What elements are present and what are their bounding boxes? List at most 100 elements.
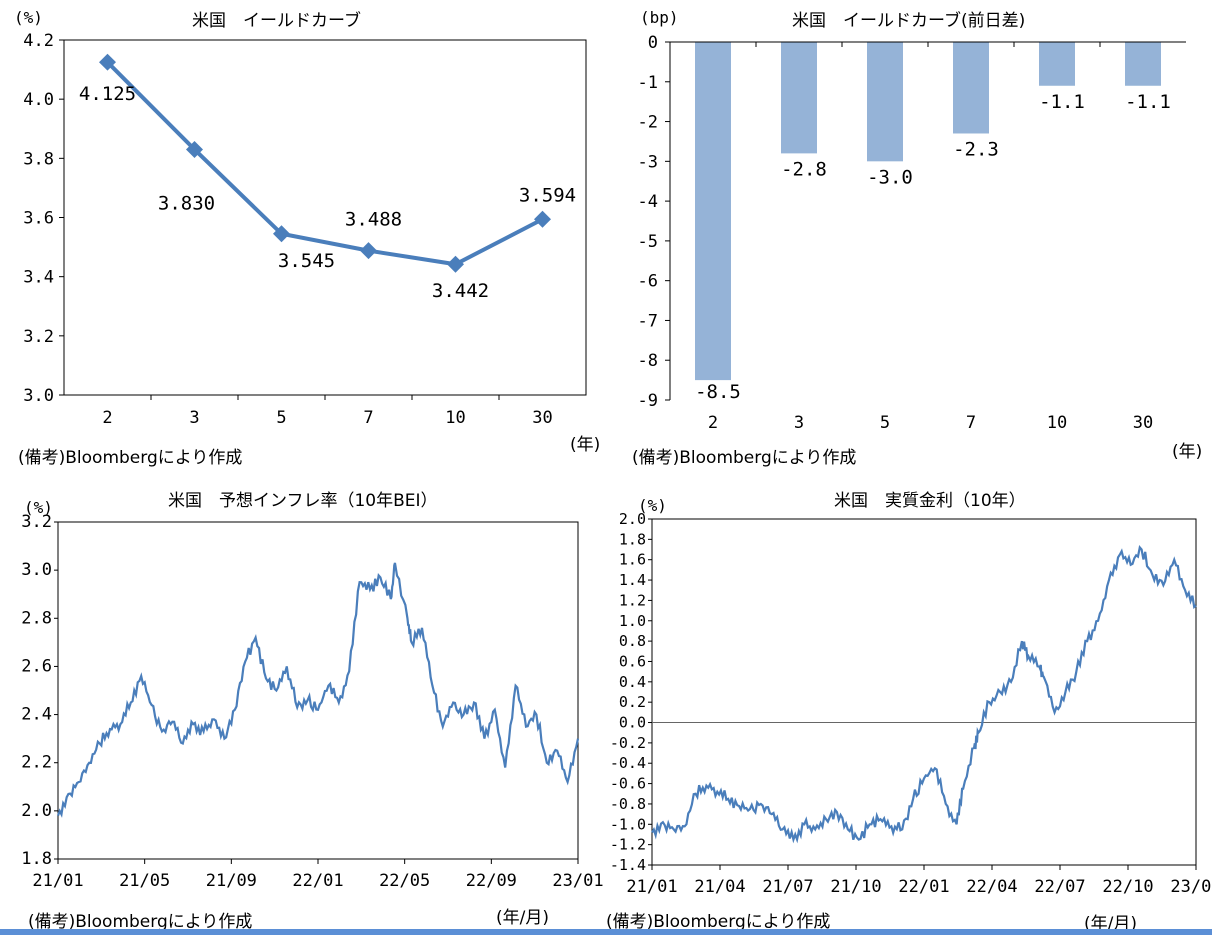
y-tick-label: -5 <box>638 232 658 252</box>
data-label: -1.1 <box>1125 91 1171 113</box>
x-tick-label: 22/04 <box>966 877 1017 897</box>
y-tick-label: -0.6 <box>610 775 646 793</box>
data-point-marker <box>273 225 290 243</box>
data-point-marker <box>99 53 116 71</box>
x-tick-label: 21/05 <box>119 871 170 891</box>
y-tick-label: -3 <box>638 152 658 172</box>
y-tick-label: 1.4 <box>619 571 646 589</box>
x-unit-label: (年) <box>570 435 601 455</box>
y-tick-label: -7 <box>638 311 658 331</box>
x-tick-label: 22/09 <box>466 871 517 891</box>
y-tick-label: -0.8 <box>610 795 646 813</box>
y-tick-label: -1.2 <box>610 836 646 854</box>
x-tick-label: 21/01 <box>32 871 83 891</box>
y-unit-label: (%) <box>638 496 667 515</box>
bar <box>781 42 817 154</box>
y-tick-label: -1 <box>638 73 658 93</box>
x-tick-label: 21/07 <box>762 877 813 897</box>
x-tick-label: 3 <box>189 408 199 428</box>
x-tick-label: 23/01 <box>1170 877 1212 897</box>
chart-title: 米国 イールドカーブ <box>192 11 361 31</box>
panel-real-rate: 米国 実質金利（10年） (%) -1.4 -1.2 -1.0 -0.8 -0.6 -0.… <box>606 478 1212 934</box>
x-tick-label: 7 <box>363 408 373 428</box>
data-label: 3.830 <box>158 192 215 214</box>
x-tick-label: 30 <box>1133 413 1153 433</box>
y-tick-label: 0 <box>648 33 658 53</box>
data-point-marker <box>360 242 377 260</box>
source-note: (備考)Bloombergにより作成 <box>28 912 253 932</box>
y-tick-label: 1.6 <box>619 551 646 569</box>
y-tick-label: -0.4 <box>610 754 646 772</box>
bar <box>867 42 903 162</box>
yield-curve-chart: 3.0 3.2 3.4 3.6 3.8 4.0 4.2 2 3 5 7 10 30 4.125 3.830 3… <box>23 31 587 428</box>
y-tick-label: 0.6 <box>619 652 646 670</box>
x-tick-label: 21/04 <box>694 877 745 897</box>
x-unit-label: (年) <box>1172 442 1203 462</box>
y-tick-label: 4.2 <box>23 31 54 51</box>
y-tick-label: -1.0 <box>610 815 646 833</box>
x-tick-label: 30 <box>532 408 552 428</box>
chart-title: 米国 予想インフレ率（10年BEI） <box>168 491 438 511</box>
panel-yield-curve-change: 米国 イールドカーブ(前日差) (bp) -8.5 2 -2.8 3 -3.0 5 -2.3… <box>606 0 1212 470</box>
plot-frame <box>63 39 587 396</box>
y-tick-label: -0.2 <box>610 734 646 752</box>
x-tick-label: 2 <box>102 408 112 428</box>
x-tick-label: 7 <box>966 413 976 433</box>
bar <box>1125 42 1161 86</box>
panel-yield-curve: 米国 イールドカーブ (%) 3.0 3.2 3.4 3.6 3.8 4.0 4.2 2 3 5 7… <box>0 0 606 470</box>
x-tick-label: 21/10 <box>830 877 881 897</box>
data-label: -8.5 <box>695 381 741 403</box>
y-tick-label: -6 <box>638 272 658 292</box>
yield-change-chart: -8.5 2 -2.8 3 -3.0 5 -2.3 7 -1.1 10 -1.1 30 0 -1 -2 -3 -… <box>638 33 1186 433</box>
y-tick-label: 2.4 <box>21 705 52 725</box>
y-unit-label: (%) <box>14 8 43 27</box>
data-label: 3.488 <box>345 209 402 231</box>
y-tick-label: 2.0 <box>619 510 646 528</box>
y-tick-label: 2.6 <box>21 656 52 676</box>
y-tick-label: 1.8 <box>21 849 52 869</box>
x-tick-label: 22/10 <box>1102 877 1153 897</box>
data-label: -1.1 <box>1039 91 1085 113</box>
x-tick-label: 21/09 <box>206 871 257 891</box>
series-line <box>56 562 580 818</box>
y-tick-label: -9 <box>638 391 658 411</box>
y-tick-label: 3.0 <box>23 386 54 406</box>
x-tick-label: 23/01 <box>552 871 603 891</box>
data-label: -2.8 <box>781 158 827 180</box>
data-label: 3.545 <box>278 250 335 272</box>
bar <box>953 42 989 134</box>
bar <box>1039 42 1075 86</box>
y-tick-label: 1.2 <box>619 591 646 609</box>
y-tick-label: 0.4 <box>619 673 646 691</box>
y-tick-label: 1.0 <box>619 612 646 630</box>
y-tick-label: 2.8 <box>21 608 52 628</box>
y-tick-label: -2 <box>638 113 658 133</box>
x-tick-label: 22/01 <box>292 871 343 891</box>
x-unit-label: (年/月) <box>496 908 549 928</box>
source-note: (備考)Bloombergにより作成 <box>632 448 857 468</box>
x-tick-label: 22/01 <box>898 877 949 897</box>
y-tick-label: 3.6 <box>23 209 54 229</box>
real-rate-chart: -1.4 -1.2 -1.0 -0.8 -0.6 -0.4 -0.2 0.0 0.2 0.4 0.6… <box>610 510 1212 897</box>
data-point-marker <box>186 140 203 158</box>
y-tick-label: 2.2 <box>21 753 52 773</box>
series-line <box>651 544 1197 844</box>
y-tick-label: 4.0 <box>23 90 54 110</box>
source-note: (備考)Bloombergにより作成 <box>18 448 243 468</box>
data-label: 3.594 <box>519 184 576 206</box>
y-tick-label: 3.4 <box>23 268 54 288</box>
x-tick-label: 5 <box>276 408 286 428</box>
data-label: -2.3 <box>953 138 999 160</box>
x-tick-label: 3 <box>794 413 804 433</box>
source-note: (備考)Bloombergにより作成 <box>606 912 831 932</box>
y-tick-label: 2.0 <box>21 801 52 821</box>
y-unit-label: (%) <box>24 498 53 517</box>
data-label: 3.442 <box>432 280 489 302</box>
y-unit-label: (bp) <box>640 8 679 27</box>
data-point-marker <box>534 210 551 228</box>
data-point-marker <box>447 255 464 273</box>
y-tick-label: 0.8 <box>619 632 646 650</box>
y-tick-label: 3.8 <box>23 149 54 169</box>
bottom-rule <box>0 929 1212 935</box>
chart-title: 米国 イールドカーブ(前日差) <box>792 11 1026 31</box>
